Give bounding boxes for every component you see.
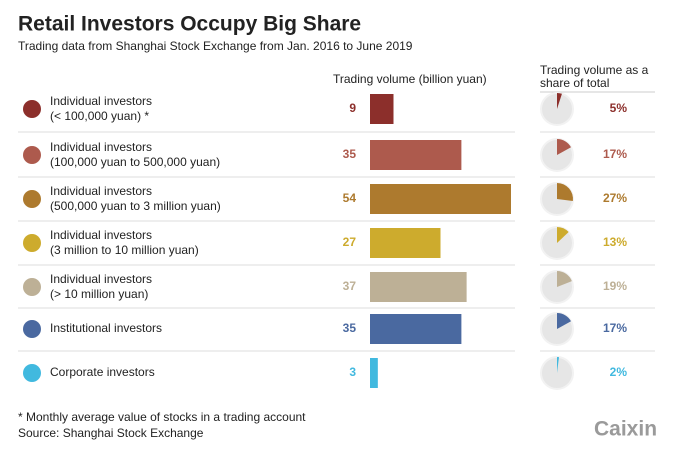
share-label: 27% [603,191,627,205]
category-label: Individual investors [50,228,152,242]
chart-title: Retail Investors Occupy Big Share [18,13,361,36]
pie-slice [557,139,572,155]
value-label: 54 [343,191,357,205]
bar [370,314,462,344]
pie-slice [557,183,573,202]
category-detail: (< 100,000 yuan) * [50,109,149,123]
legend-dot [23,234,41,252]
category-detail: (> 10 million yuan) [50,287,148,301]
pie-slice [557,313,572,329]
value-label: 35 [343,321,357,335]
share-label: 5% [610,101,628,115]
share-label: 2% [610,365,628,379]
source: Source: Shanghai Stock Exchange [18,426,204,440]
legend-dot [23,364,41,382]
value-label: 37 [343,279,357,293]
category-label: Individual investors [50,184,152,198]
value-label: 27 [343,235,357,249]
legend-dot [23,278,41,296]
bar [370,140,462,170]
column-title: Trading volume as a share of total [540,63,649,90]
column-title: Trading volume (billion yuan) [333,72,487,86]
pie-slice [557,271,572,287]
footnote: * Monthly average value of stocks in a t… [18,410,306,424]
category-label: Corporate investors [50,365,155,379]
category-detail: (500,000 yuan to 3 million yuan) [50,199,221,213]
share-label: 13% [603,235,627,249]
pie-slice [557,357,560,373]
category-detail: (3 million to 10 million yuan) [50,243,199,257]
bar [370,272,467,302]
logo: Caixin [594,418,657,441]
value-label: 35 [343,147,357,161]
category-label: Individual investors [50,140,152,154]
category-detail: (100,000 yuan to 500,000 yuan) [50,155,220,169]
legend-dot [23,100,41,118]
chart-subtitle: Trading data from Shanghai Stock Exchang… [18,39,413,53]
category-label: Individual investors [50,272,152,286]
category-label: Institutional investors [50,321,162,335]
category-label: Individual investors [50,94,152,108]
legend-dot [23,320,41,338]
pie-slice [557,227,569,243]
share-label: 17% [603,147,627,161]
share-label: 17% [603,321,627,335]
bar [370,184,511,214]
bar [370,228,441,258]
bar [370,358,378,388]
legend-dot [23,190,41,208]
value-label: 3 [349,365,356,379]
share-label: 19% [603,279,627,293]
value-label: 9 [349,101,356,115]
pie-slice [557,93,562,109]
bar [370,94,394,124]
legend-dot [23,146,41,164]
